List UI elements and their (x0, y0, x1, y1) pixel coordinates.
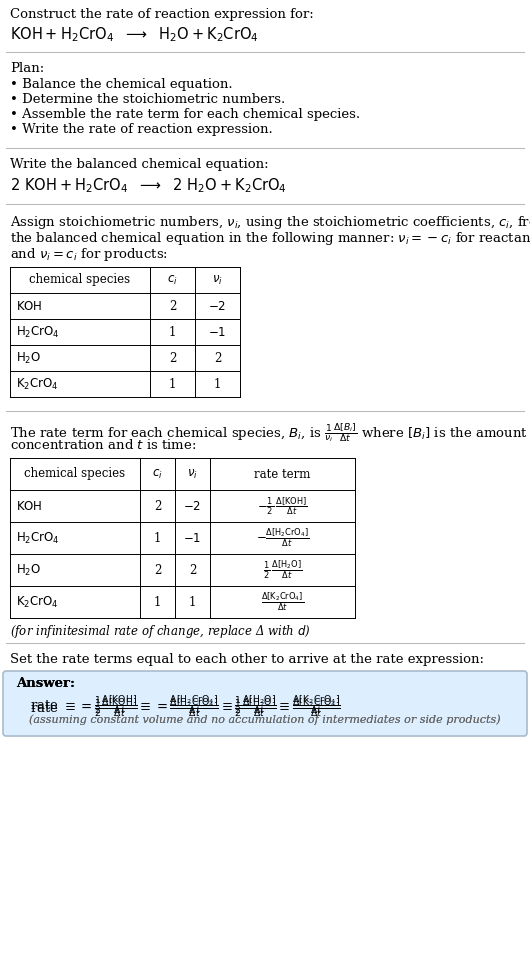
Text: 2: 2 (189, 563, 196, 577)
Text: Construct the rate of reaction expression for:: Construct the rate of reaction expressio… (10, 8, 314, 21)
Text: 1: 1 (169, 326, 176, 339)
Text: Write the balanced chemical equation:: Write the balanced chemical equation: (10, 158, 269, 171)
Text: $\mathrm{H_2CrO_4}$: $\mathrm{H_2CrO_4}$ (16, 530, 60, 546)
Text: 2: 2 (169, 351, 176, 364)
Text: the balanced chemical equation in the following manner: $\nu_i = -c_i$ for react: the balanced chemical equation in the fo… (10, 230, 530, 247)
Text: 2: 2 (214, 351, 221, 364)
Text: (assuming constant volume and no accumulation of intermediates or side products): (assuming constant volume and no accumul… (29, 714, 501, 724)
Text: $\mathrm{H_2CrO_4}$: $\mathrm{H_2CrO_4}$ (16, 324, 60, 340)
Text: $-1$: $-1$ (183, 532, 201, 545)
Text: $-\frac{1}{2}\,\frac{\Delta[\mathrm{KOH}]}{\Delta t}$: $-\frac{1}{2}\,\frac{\Delta[\mathrm{KOH}… (257, 495, 308, 517)
Text: 2: 2 (154, 563, 161, 577)
Text: and $\nu_i = c_i$ for products:: and $\nu_i = c_i$ for products: (10, 246, 168, 263)
Text: Answer:: Answer: (16, 677, 75, 690)
Text: 1: 1 (154, 532, 161, 545)
Text: $-2$: $-2$ (183, 500, 201, 512)
Text: $\mathrm{H_2O}$: $\mathrm{H_2O}$ (16, 350, 41, 366)
Text: rate $= -\frac{1}{2}\frac{\Delta[\mathrm{KOH}]}{\Delta t} = -\frac{\Delta[\mathr: rate $= -\frac{1}{2}\frac{\Delta[\mathrm… (30, 693, 341, 715)
Text: Answer:: Answer: (16, 677, 75, 690)
Text: • Assemble the rate term for each chemical species.: • Assemble the rate term for each chemic… (10, 108, 360, 121)
Text: 2: 2 (154, 500, 161, 512)
Text: $\mathrm{K_2CrO_4}$: $\mathrm{K_2CrO_4}$ (16, 594, 59, 610)
Text: 1: 1 (169, 378, 176, 390)
Text: Set the rate terms equal to each other to arrive at the rate expression:: Set the rate terms equal to each other t… (10, 653, 484, 666)
Text: (assuming constant volume and no accumulation of intermediates or side products): (assuming constant volume and no accumul… (29, 714, 501, 724)
Text: chemical species: chemical species (24, 468, 126, 480)
Text: $\mathrm{K_2CrO_4}$: $\mathrm{K_2CrO_4}$ (16, 377, 59, 391)
Text: 1: 1 (154, 595, 161, 608)
Text: The rate term for each chemical species, $B_i$, is $\frac{1}{\nu_i}\frac{\Delta[: The rate term for each chemical species,… (10, 421, 528, 444)
Text: 1: 1 (214, 378, 221, 390)
Text: $\mathrm{KOH}$: $\mathrm{KOH}$ (16, 300, 42, 312)
Text: $-1$: $-1$ (208, 326, 227, 339)
Text: (for infinitesimal rate of change, replace Δ with $d$): (for infinitesimal rate of change, repla… (10, 623, 311, 640)
Text: $c_i$: $c_i$ (167, 273, 178, 287)
Text: $\nu_i$: $\nu_i$ (212, 273, 223, 287)
Text: $\frac{1}{2}\,\frac{\Delta[\mathrm{H_2O}]}{\Delta t}$: $\frac{1}{2}\,\frac{\Delta[\mathrm{H_2O}… (263, 559, 302, 582)
Text: $\mathrm{KOH + H_2CrO_4 \ \ \longrightarrow \ \ H_2O + K_2CrO_4}$: $\mathrm{KOH + H_2CrO_4 \ \ \longrightar… (10, 25, 259, 44)
Text: $\mathrm{KOH}$: $\mathrm{KOH}$ (16, 500, 42, 512)
Text: rate term: rate term (254, 468, 311, 480)
Text: • Balance the chemical equation.: • Balance the chemical equation. (10, 78, 233, 91)
Text: $\mathrm{2\ KOH + H_2CrO_4 \ \ \longrightarrow \ \ 2\ H_2O + K_2CrO_4}$: $\mathrm{2\ KOH + H_2CrO_4 \ \ \longrigh… (10, 176, 287, 194)
Text: concentration and $t$ is time:: concentration and $t$ is time: (10, 438, 197, 452)
Text: $\frac{\Delta[\mathrm{K_2CrO_4}]}{\Delta t}$: $\frac{\Delta[\mathrm{K_2CrO_4}]}{\Delta… (261, 590, 304, 613)
Text: • Write the rate of reaction expression.: • Write the rate of reaction expression. (10, 123, 273, 136)
Text: rate $= -\frac{1}{2}\frac{\Delta[\mathrm{KOH}]}{\Delta t} = -\frac{\Delta[\mathr: rate $= -\frac{1}{2}\frac{\Delta[\mathrm… (30, 696, 341, 719)
Text: $-\frac{\Delta[\mathrm{H_2CrO_4}]}{\Delta t}$: $-\frac{\Delta[\mathrm{H_2CrO_4}]}{\Delt… (255, 527, 310, 549)
Text: chemical species: chemical species (30, 273, 130, 287)
FancyBboxPatch shape (3, 671, 527, 736)
Text: Plan:: Plan: (10, 62, 44, 75)
Text: $\nu_i$: $\nu_i$ (187, 468, 198, 480)
Text: Assign stoichiometric numbers, $\nu_i$, using the stoichiometric coefficients, $: Assign stoichiometric numbers, $\nu_i$, … (10, 214, 530, 231)
Text: $c_i$: $c_i$ (152, 468, 163, 480)
Text: 2: 2 (169, 300, 176, 312)
Text: 1: 1 (189, 595, 196, 608)
Text: $-2$: $-2$ (208, 300, 227, 312)
Text: • Determine the stoichiometric numbers.: • Determine the stoichiometric numbers. (10, 93, 285, 106)
Text: $\mathrm{H_2O}$: $\mathrm{H_2O}$ (16, 562, 41, 578)
